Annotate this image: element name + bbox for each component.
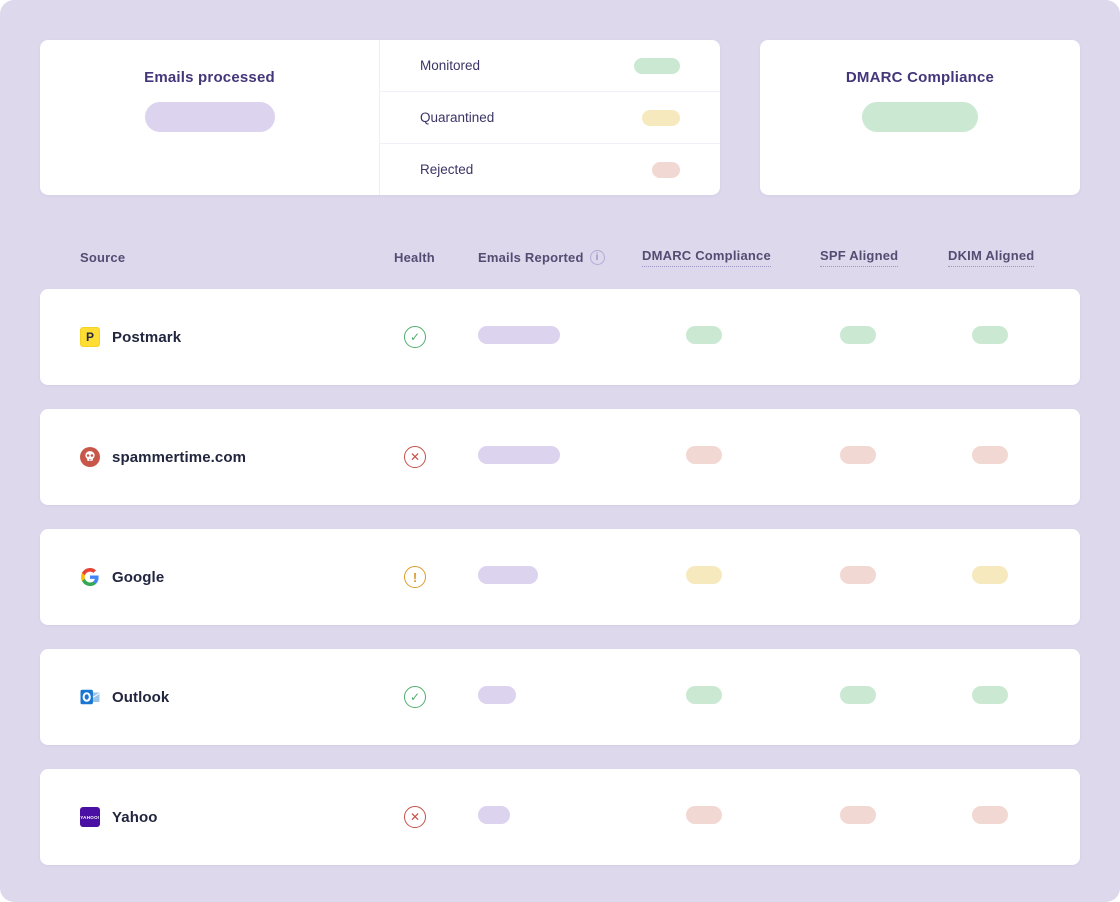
dkim-aligned-placeholder [972, 685, 1008, 704]
legend-label: Rejected [420, 162, 474, 177]
dkim-aligned-placeholder [972, 805, 1008, 824]
emails-processed-panel: Emails processed [40, 40, 380, 195]
source-name: Google [112, 568, 165, 586]
health-cell [394, 566, 478, 588]
dkim-aligned-placeholder [972, 565, 1008, 584]
legend-label: Monitored [420, 58, 481, 73]
spf-aligned-placeholder [840, 445, 876, 464]
dmarc-compliance-title: DMARC Compliance [845, 69, 995, 86]
source-name: spammertime.com [112, 448, 247, 466]
emails-processed-title: Emails processed [144, 69, 275, 86]
emails-processed-card: Emails processed Monitored Quarantined R… [40, 40, 720, 195]
table-row-yahoo[interactable]: YAHOO! Yahoo [40, 769, 1080, 865]
health-error-icon [404, 806, 426, 828]
google-logo-icon [80, 567, 100, 587]
health-cell [394, 446, 478, 468]
monitored-value-placeholder [634, 57, 680, 74]
quarantined-value-placeholder [642, 109, 680, 126]
dmarc-compliance-placeholder [686, 805, 722, 824]
dmarc-compliance-placeholder [686, 565, 722, 584]
health-cell [394, 806, 478, 828]
health-ok-icon [404, 686, 426, 708]
source-name: Yahoo [112, 808, 158, 826]
emails-reported-placeholder [478, 325, 560, 344]
legend-row-monitored: Monitored [380, 40, 720, 91]
spf-aligned-placeholder [840, 805, 876, 824]
dmarc-compliance-card: DMARC Compliance [760, 40, 1080, 195]
spf-aligned-label[interactable]: SPF Aligned [820, 248, 899, 267]
health-cell [394, 686, 478, 708]
table-row-postmark[interactable]: P Postmark [40, 289, 1080, 385]
rejected-value-placeholder [652, 161, 680, 178]
dmarc-compliance-label[interactable]: DMARC Compliance [642, 248, 771, 267]
emails-processed-value-placeholder [144, 102, 275, 132]
source-cell: Outlook [80, 687, 394, 707]
source-cell: P Postmark [80, 327, 394, 347]
dmarc-compliance-placeholder [686, 685, 722, 704]
column-header-emails-reported: Emails Reported [478, 250, 642, 265]
source-name: Postmark [112, 328, 182, 346]
spf-aligned-placeholder [840, 565, 876, 584]
spf-aligned-placeholder [840, 685, 876, 704]
emails-reported-placeholder [478, 565, 538, 584]
source-name: Outlook [112, 688, 170, 706]
summary-section: Emails processed Monitored Quarantined R… [40, 40, 1080, 195]
column-header-health: Health [394, 250, 435, 265]
dmarc-compliance-value-placeholder [862, 102, 978, 132]
table-row-google[interactable]: Google [40, 529, 1080, 625]
dkim-aligned-label[interactable]: DKIM Aligned [948, 248, 1035, 267]
dkim-aligned-placeholder [972, 445, 1008, 464]
column-header-dmarc-compliance[interactable]: DMARC Compliance [642, 248, 820, 267]
source-cell: Google [80, 567, 394, 587]
disposition-legend: Monitored Quarantined Rejected [380, 40, 720, 195]
legend-row-quarantined: Quarantined [380, 91, 720, 143]
table-row-spammertime[interactable]: spammertime.com [40, 409, 1080, 505]
source-cell: YAHOO! Yahoo [80, 807, 394, 827]
health-error-icon [404, 446, 426, 468]
yahoo-logo-icon: YAHOO! [80, 807, 100, 827]
column-header-spf-aligned[interactable]: SPF Aligned [820, 248, 948, 267]
table-header: Source Health Emails Reported DMARC Comp… [40, 195, 1080, 289]
dkim-aligned-placeholder [972, 325, 1008, 344]
health-ok-icon [404, 326, 426, 348]
emails-reported-placeholder [478, 445, 560, 464]
health-warning-icon [404, 566, 426, 588]
dmarc-compliance-placeholder [686, 325, 722, 344]
outlook-logo-icon [80, 687, 100, 707]
postmark-logo-icon: P [80, 327, 100, 347]
emails-reported-placeholder [478, 685, 516, 704]
legend-label: Quarantined [420, 110, 495, 125]
source-cell: spammertime.com [80, 447, 394, 467]
emails-reported-placeholder [478, 805, 510, 824]
legend-row-rejected: Rejected [380, 143, 720, 195]
column-header-source: Source [80, 250, 126, 265]
column-header-dkim-aligned[interactable]: DKIM Aligned [948, 248, 1040, 267]
emails-reported-label: Emails Reported [478, 250, 584, 265]
health-cell [394, 326, 478, 348]
table-row-outlook[interactable]: Outlook [40, 649, 1080, 745]
dmarc-compliance-placeholder [686, 445, 722, 464]
info-icon[interactable] [589, 250, 605, 265]
spam-skull-icon [80, 447, 100, 467]
spf-aligned-placeholder [840, 325, 876, 344]
